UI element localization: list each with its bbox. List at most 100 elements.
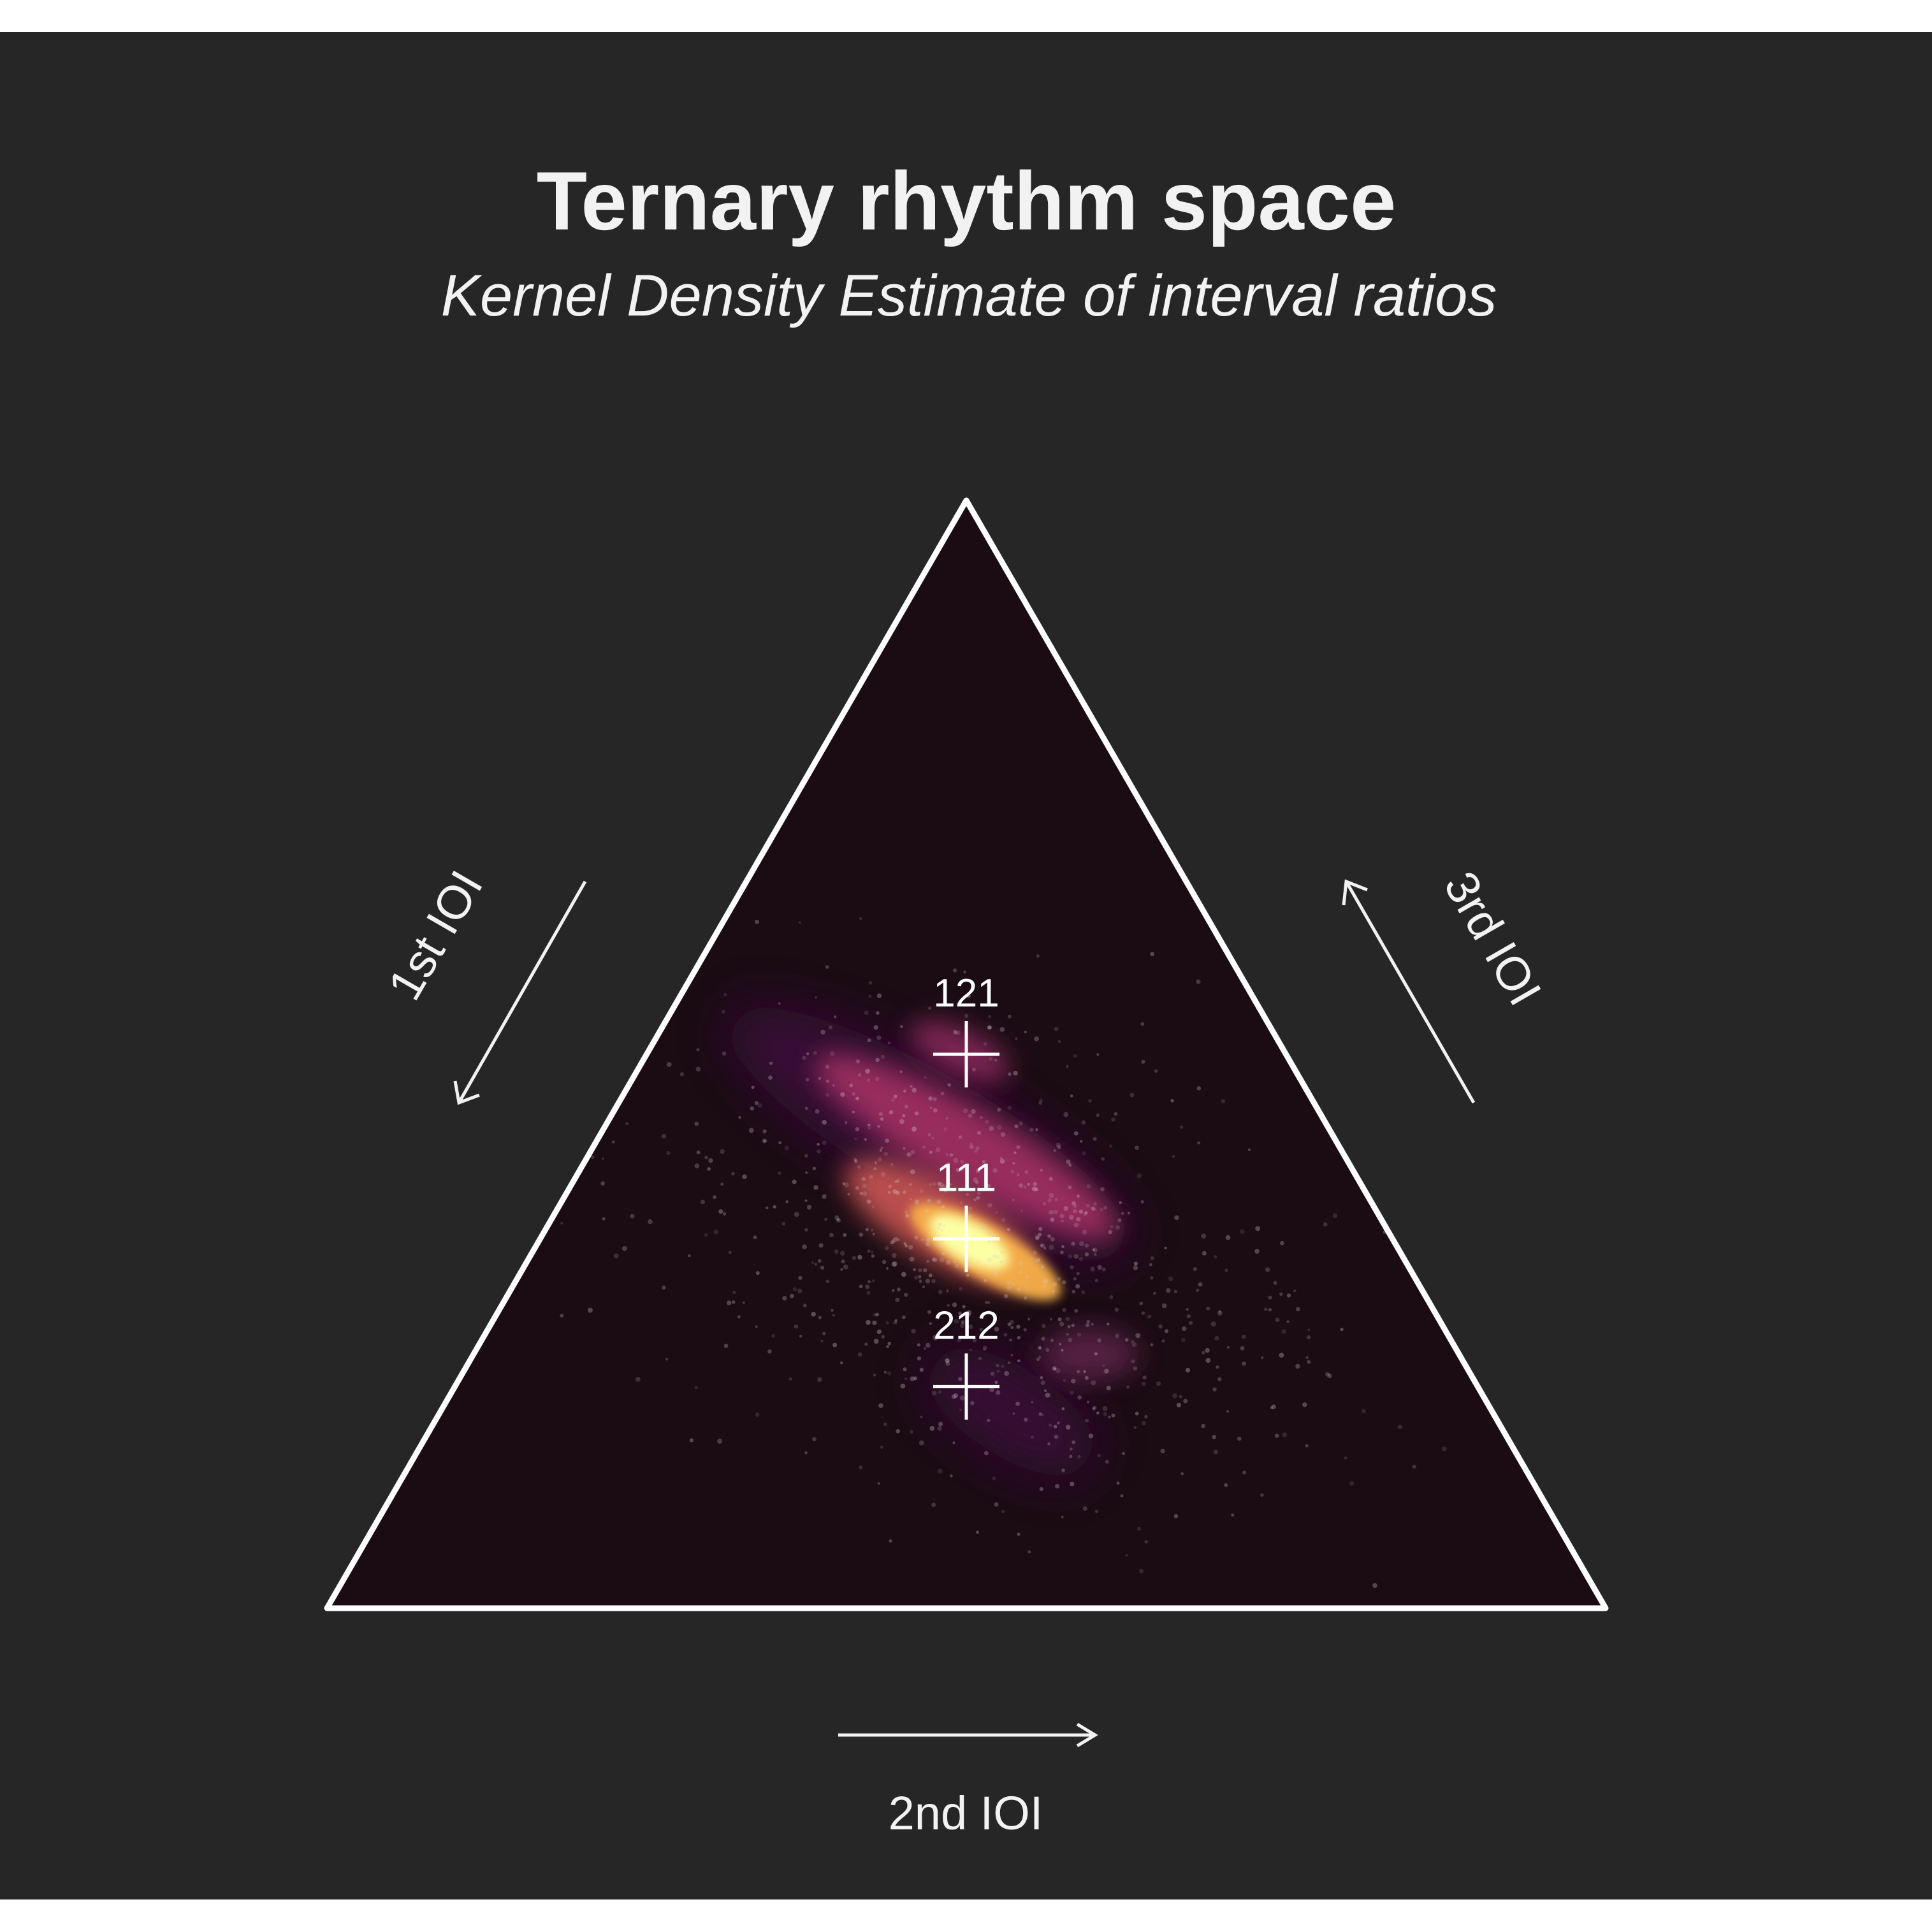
scatter-point <box>960 1202 962 1204</box>
scatter-point <box>950 1316 954 1319</box>
scatter-point <box>1049 1210 1054 1215</box>
scatter-point <box>997 1107 1001 1112</box>
scatter-point <box>1139 1302 1144 1305</box>
scatter-point <box>931 1137 934 1140</box>
scatter-point <box>929 1151 933 1154</box>
scatter-point <box>917 1356 922 1361</box>
scatter-point <box>813 1051 817 1055</box>
scatter-point <box>601 1080 607 1086</box>
scatter-point <box>983 1348 986 1351</box>
scatter-point <box>1076 1272 1080 1275</box>
scatter-point <box>891 1253 897 1258</box>
scatter-point <box>1412 1464 1416 1469</box>
scatter-point <box>1031 1400 1034 1404</box>
scatter-point <box>1043 1246 1047 1250</box>
scatter-point <box>977 1260 980 1263</box>
scatter-point <box>865 1228 869 1231</box>
scatter-point <box>1176 1402 1181 1407</box>
scatter-point <box>909 1198 912 1201</box>
scatter-point <box>890 1163 894 1166</box>
scatter-point <box>1073 1205 1077 1208</box>
scatter-point <box>1174 1215 1179 1221</box>
scatter-point <box>972 1233 977 1238</box>
scatter-point <box>1122 1452 1125 1455</box>
scatter-point <box>1168 1276 1173 1281</box>
reference-label-121: 121 <box>933 971 999 1015</box>
scatter-point <box>1015 1037 1018 1040</box>
scatter-point <box>976 1196 980 1200</box>
scatter-point <box>798 921 801 924</box>
scatter-point <box>904 1104 909 1109</box>
scatter-point <box>694 1163 700 1168</box>
scatter-point <box>635 1377 641 1383</box>
scatter-point <box>1165 1329 1168 1333</box>
scatter-point <box>778 1171 781 1175</box>
scatter-point <box>1063 1206 1069 1211</box>
scatter-point <box>1031 1186 1037 1191</box>
scatter-point <box>1024 1030 1027 1034</box>
scatter-point <box>818 1077 821 1080</box>
scatter-point <box>600 1181 606 1186</box>
scatter-point <box>755 1325 758 1328</box>
scatter-point <box>852 1110 855 1114</box>
scatter-point <box>975 1180 979 1184</box>
scatter-point <box>1040 1376 1043 1379</box>
scatter-point <box>1063 1112 1069 1117</box>
scatter-point <box>1221 1099 1226 1103</box>
scatter-point <box>1150 1276 1154 1280</box>
scatter-point <box>880 1146 883 1150</box>
scatter-point <box>1016 1145 1020 1149</box>
scatter-point <box>1121 1212 1124 1215</box>
scatter-point <box>812 1437 817 1442</box>
scatter-point <box>938 1390 941 1394</box>
scatter-point <box>1066 1064 1069 1068</box>
scatter-point <box>1084 1211 1088 1214</box>
scatter-point <box>1242 1362 1246 1366</box>
scatter-point <box>1040 1168 1043 1172</box>
scatter-point <box>852 1256 857 1260</box>
scatter-point <box>1117 1218 1122 1223</box>
scatter-point <box>1091 1323 1094 1326</box>
scatter-point <box>1138 1568 1144 1574</box>
scatter-point <box>1282 1432 1287 1437</box>
scatter-point <box>995 1211 998 1214</box>
scatter-point <box>1059 1342 1062 1346</box>
scatter-point <box>789 1293 794 1298</box>
scatter-point <box>1092 1407 1096 1411</box>
scatter-point <box>953 1029 957 1035</box>
scatter-point <box>997 1125 1002 1129</box>
scatter-point <box>602 1217 606 1221</box>
scatter-point <box>896 1190 900 1195</box>
scatter-point <box>922 1285 925 1288</box>
scatter-point <box>1090 1267 1095 1272</box>
scatter-point <box>1091 1380 1096 1386</box>
scatter-point <box>1141 1059 1145 1064</box>
scatter-point <box>722 1051 727 1056</box>
scatter-point <box>964 1013 969 1018</box>
scatter-point <box>891 1098 895 1102</box>
scatter-point <box>1057 1277 1061 1281</box>
scatter-point <box>1133 1366 1138 1371</box>
scatter-point <box>871 1251 874 1254</box>
scatter-point <box>929 1107 933 1110</box>
scatter-point <box>971 1225 975 1229</box>
scatter-point <box>919 1279 922 1282</box>
scatter-point <box>748 1128 754 1133</box>
scatter-point <box>966 1312 971 1318</box>
scatter-point <box>1048 1235 1052 1239</box>
scatter-point <box>1056 1142 1061 1147</box>
scatter-point <box>798 1275 803 1280</box>
scatter-point <box>996 1369 1000 1373</box>
scatter-point <box>880 1172 886 1177</box>
scatter-point <box>943 1224 946 1227</box>
scatter-point <box>560 1221 563 1225</box>
scatter-point <box>868 1126 871 1129</box>
scatter-point <box>1102 1405 1108 1411</box>
scatter-point <box>1085 1418 1089 1423</box>
arrowhead-3rd-ioi-icon <box>1342 879 1368 906</box>
scatter-point <box>1110 1225 1114 1229</box>
density-peak <box>929 1214 1010 1270</box>
scatter-point <box>1038 1346 1042 1350</box>
scatter-point <box>727 1300 732 1305</box>
scatter-point <box>1164 1246 1167 1250</box>
